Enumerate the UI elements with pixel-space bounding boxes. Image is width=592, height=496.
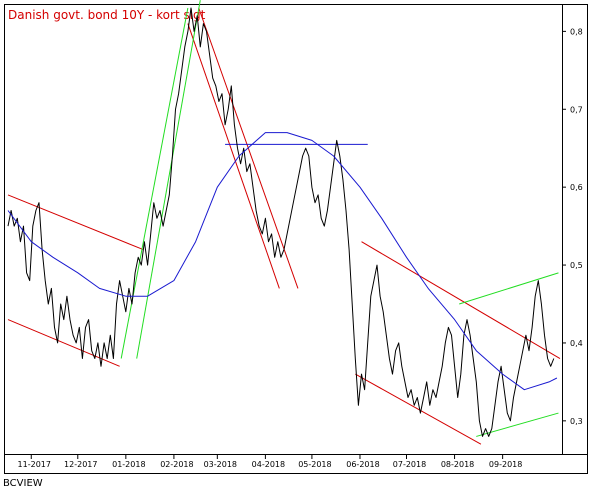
series-lines <box>7 7 558 437</box>
x-tick-label: 06-2018 <box>346 460 379 469</box>
y-tick-label: 0,6 <box>570 183 583 192</box>
x-tick-label: 08-2018 <box>441 460 474 469</box>
x-tick-label: 04-2018 <box>252 460 285 469</box>
chart-frame <box>4 4 588 474</box>
y-tick-label: 0,8 <box>570 27 583 36</box>
trendline <box>120 7 189 359</box>
series-line-moving-average <box>7 132 558 391</box>
x-tick-label: 09-2018 <box>489 460 522 469</box>
y-tick-label: 0,3 <box>570 417 583 426</box>
y-tick-label: 0,5 <box>570 261 583 270</box>
x-tick-label: 07-2018 <box>393 460 426 469</box>
x-tick-label: 01-2018 <box>112 460 145 469</box>
x-tick-label: 02-2018 <box>160 460 193 469</box>
trendline <box>7 194 144 250</box>
trendlines <box>7 0 561 445</box>
y-axis: 0,3 0,4 0,5 0,6 0,7 0,8 <box>562 27 583 426</box>
chart-title: Danish govt. bond 10Y - kort sigt <box>8 8 206 22</box>
x-tick-label: 11-2017 <box>18 460 51 469</box>
series-line-yield <box>7 7 555 437</box>
x-axis: 11-2017 12-2017 01-2018 02-2018 03-2018 04-20… <box>18 454 522 469</box>
y-tick-label: 0,7 <box>570 105 583 114</box>
bond-chart: Danish govt. bond 10Y - kort sigt 11-201… <box>4 0 588 474</box>
trendline <box>476 412 559 437</box>
x-tick-label: 03-2018 <box>204 460 237 469</box>
trendline <box>136 0 201 359</box>
footer-source: BCVIEW <box>3 478 43 489</box>
trendline <box>187 23 280 289</box>
trendline <box>459 272 559 305</box>
x-tick-label: 05-2018 <box>298 460 331 469</box>
x-tick-label: 12-2017 <box>64 460 97 469</box>
trendline <box>7 319 120 367</box>
y-tick-label: 0,4 <box>570 339 583 348</box>
trendline <box>355 373 482 445</box>
